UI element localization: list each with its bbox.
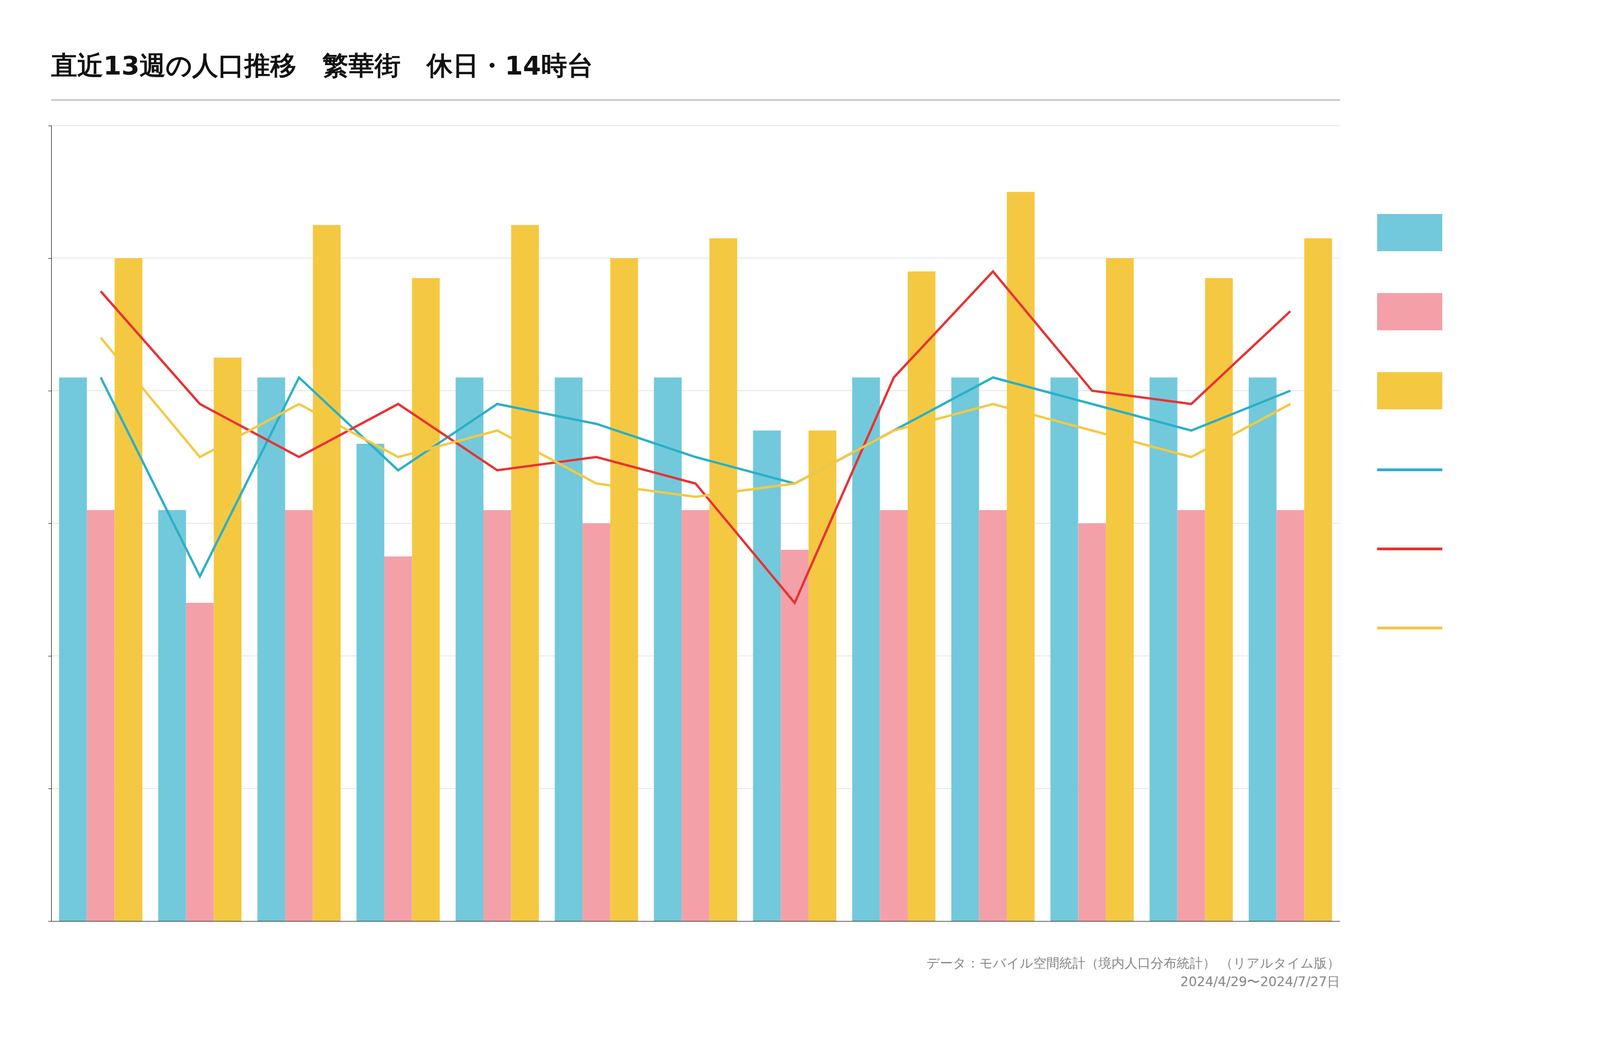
y-tick-mark bbox=[48, 125, 52, 127]
annotation-line: 2024/4/29〜2024/7/27日 bbox=[1180, 974, 1340, 990]
bar bbox=[709, 238, 738, 922]
line bbox=[100, 271, 1291, 604]
bar-series bbox=[59, 377, 1277, 922]
grid-line bbox=[51, 125, 1340, 127]
bar bbox=[1205, 278, 1233, 922]
y-tick-mark bbox=[48, 788, 52, 790]
bar bbox=[582, 523, 611, 922]
bar bbox=[313, 225, 342, 922]
y-tick-mark bbox=[48, 656, 52, 657]
line bbox=[100, 337, 1291, 497]
y-tick bbox=[48, 788, 52, 790]
legend-swatch bbox=[1377, 468, 1443, 472]
legend-swatch bbox=[1377, 293, 1443, 331]
bar bbox=[384, 556, 413, 922]
bar bbox=[1006, 192, 1035, 922]
y-tick bbox=[48, 656, 52, 657]
y-tick-mark bbox=[48, 390, 52, 392]
bar bbox=[808, 430, 837, 922]
bar bbox=[978, 510, 1007, 922]
bar bbox=[852, 377, 881, 922]
bar bbox=[158, 510, 187, 922]
title: 直近13週の人口推移 繁華街 休日・14時台 bbox=[50, 50, 594, 81]
bar bbox=[186, 602, 215, 922]
y-axis bbox=[48, 126, 52, 922]
grid-line bbox=[51, 390, 1340, 392]
annotation: データ：モバイル空間統計（境内人口分布統計） （リアルタイム版） 2024/4/2… bbox=[926, 955, 1340, 990]
annotation-line: データ：モバイル空間統計（境内人口分布統計） （リアルタイム版） bbox=[926, 955, 1340, 971]
legend-swatch bbox=[1377, 372, 1443, 410]
bar bbox=[951, 377, 980, 922]
bar bbox=[59, 377, 88, 922]
bar-series bbox=[114, 192, 1333, 922]
bar bbox=[483, 510, 512, 922]
bar bbox=[412, 278, 441, 922]
legend-swatch bbox=[1377, 547, 1443, 551]
bar bbox=[681, 510, 710, 922]
legend-swatch bbox=[1377, 214, 1443, 252]
y-tick bbox=[48, 523, 52, 524]
bar bbox=[257, 377, 286, 922]
bar bbox=[780, 549, 809, 922]
y-tick-mark bbox=[48, 523, 52, 524]
bar bbox=[356, 443, 385, 922]
bar bbox=[879, 510, 908, 922]
plot-area bbox=[59, 192, 1333, 922]
bar bbox=[753, 430, 782, 922]
bar bbox=[610, 258, 639, 922]
bar bbox=[654, 377, 683, 922]
y-tick-mark bbox=[48, 258, 52, 259]
bar bbox=[1077, 523, 1106, 922]
bar bbox=[1050, 377, 1079, 922]
chart: 直近13週の人口推移 繁華街 休日・14時台データ：モバイル空間統計（境内人口分… bbox=[0, 0, 1600, 1062]
legend bbox=[1377, 214, 1443, 629]
bar bbox=[87, 510, 115, 922]
line bbox=[100, 377, 1291, 577]
bar bbox=[511, 225, 540, 922]
title-rule bbox=[51, 99, 1340, 101]
bar bbox=[1177, 510, 1206, 922]
bar bbox=[1105, 258, 1134, 922]
bar bbox=[285, 510, 314, 922]
y-tick bbox=[48, 125, 52, 127]
bar bbox=[1304, 238, 1333, 922]
y-axis-line bbox=[48, 126, 52, 922]
x-axis-line bbox=[51, 921, 1341, 922]
bar bbox=[1276, 510, 1305, 922]
bar bbox=[1149, 377, 1178, 922]
y-tick bbox=[48, 258, 52, 259]
bar bbox=[114, 258, 143, 922]
bar bbox=[1248, 377, 1277, 922]
bar bbox=[907, 271, 936, 922]
y-tick bbox=[48, 390, 52, 392]
legend-swatch bbox=[1377, 626, 1443, 630]
grid-line bbox=[51, 257, 1340, 259]
